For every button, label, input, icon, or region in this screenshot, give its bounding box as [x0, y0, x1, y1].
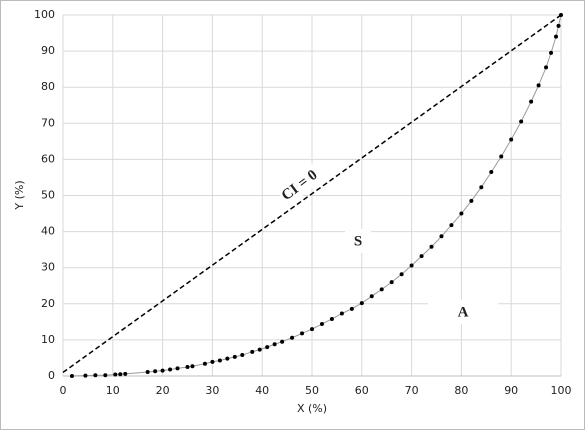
- point: [210, 359, 215, 364]
- point: [103, 373, 108, 378]
- y-axis-label: Y (%): [13, 180, 26, 210]
- point: [499, 154, 504, 159]
- point: [479, 185, 484, 190]
- annotation-bg: [276, 163, 324, 207]
- point: [449, 223, 454, 228]
- annotation-bg: [428, 300, 498, 324]
- point: [319, 322, 324, 327]
- point: [123, 371, 128, 376]
- point: [529, 99, 534, 104]
- annotation-bg: [345, 229, 371, 253]
- point: [175, 366, 180, 371]
- x-tick-label: 10: [106, 384, 120, 397]
- point: [419, 254, 424, 259]
- point: [519, 119, 524, 124]
- x-tick-label: 0: [60, 384, 67, 397]
- point: [153, 369, 158, 374]
- x-tick-label: 20: [156, 384, 170, 397]
- point: [265, 345, 270, 350]
- x-tick-label: 30: [205, 384, 219, 397]
- plot: [62, 13, 563, 378]
- x-tick-label: 60: [355, 384, 369, 397]
- point: [257, 347, 262, 352]
- point: [310, 327, 314, 332]
- point: [429, 244, 434, 249]
- y-tick-label: 90: [41, 44, 55, 57]
- y-tick-label: 80: [41, 80, 55, 93]
- point: [389, 280, 394, 285]
- point: [272, 342, 277, 347]
- point: [549, 50, 554, 55]
- x-tick-label: 50: [305, 384, 319, 397]
- point: [83, 373, 88, 378]
- point: [290, 335, 295, 340]
- point: [113, 372, 118, 377]
- y-tick-label: 30: [41, 261, 55, 274]
- y-tick-label: 70: [41, 116, 55, 129]
- point: [69, 374, 74, 378]
- point: [93, 373, 98, 378]
- grid: 0 10 20 30 40 50 60 70 80 90 100 0 10 20 30 40 50 60 70 80 9…: [34, 8, 572, 397]
- y-tick-label: 40: [41, 225, 55, 238]
- y-tick-label: 50: [41, 189, 55, 202]
- point: [509, 137, 514, 142]
- y-tick-label: 60: [41, 152, 55, 165]
- x-tick-label: 40: [255, 384, 269, 397]
- point: [556, 23, 561, 28]
- point: [240, 353, 245, 358]
- point: [225, 356, 230, 361]
- point: [489, 170, 494, 175]
- point: [459, 211, 464, 216]
- point: [118, 372, 123, 377]
- point: [232, 354, 237, 359]
- x-tick-label: 90: [504, 384, 518, 397]
- point: [544, 65, 549, 70]
- point: [469, 198, 474, 203]
- point: [399, 272, 404, 277]
- point: [369, 294, 374, 299]
- annotation: S: [354, 233, 362, 249]
- point: [202, 361, 207, 366]
- point: [359, 301, 364, 306]
- point: [168, 367, 173, 372]
- point: [250, 349, 255, 354]
- point: [349, 306, 354, 311]
- point: [439, 234, 444, 239]
- x-axis-label: X (%): [297, 402, 327, 415]
- point: [339, 311, 344, 316]
- point: [409, 263, 414, 268]
- point: [217, 358, 222, 363]
- point: [280, 339, 285, 344]
- point: [300, 331, 305, 336]
- point: [329, 316, 334, 321]
- x-tick-label: 100: [551, 384, 572, 397]
- y-tick-label: 0: [48, 369, 55, 382]
- point: [190, 364, 195, 369]
- point: [160, 368, 165, 373]
- y-tick-label: 100: [34, 8, 55, 21]
- y-tick-label: 10: [41, 333, 55, 346]
- point: [559, 13, 563, 17]
- x-tick-label: 80: [454, 384, 468, 397]
- x-tick-label: 70: [405, 384, 419, 397]
- annotation: A: [458, 304, 469, 320]
- point: [379, 287, 384, 292]
- point: [536, 83, 541, 88]
- point: [185, 364, 190, 369]
- y-tick-label: 20: [41, 297, 55, 310]
- point: [145, 370, 150, 375]
- reference-line: [62, 14, 562, 373]
- point: [554, 34, 559, 39]
